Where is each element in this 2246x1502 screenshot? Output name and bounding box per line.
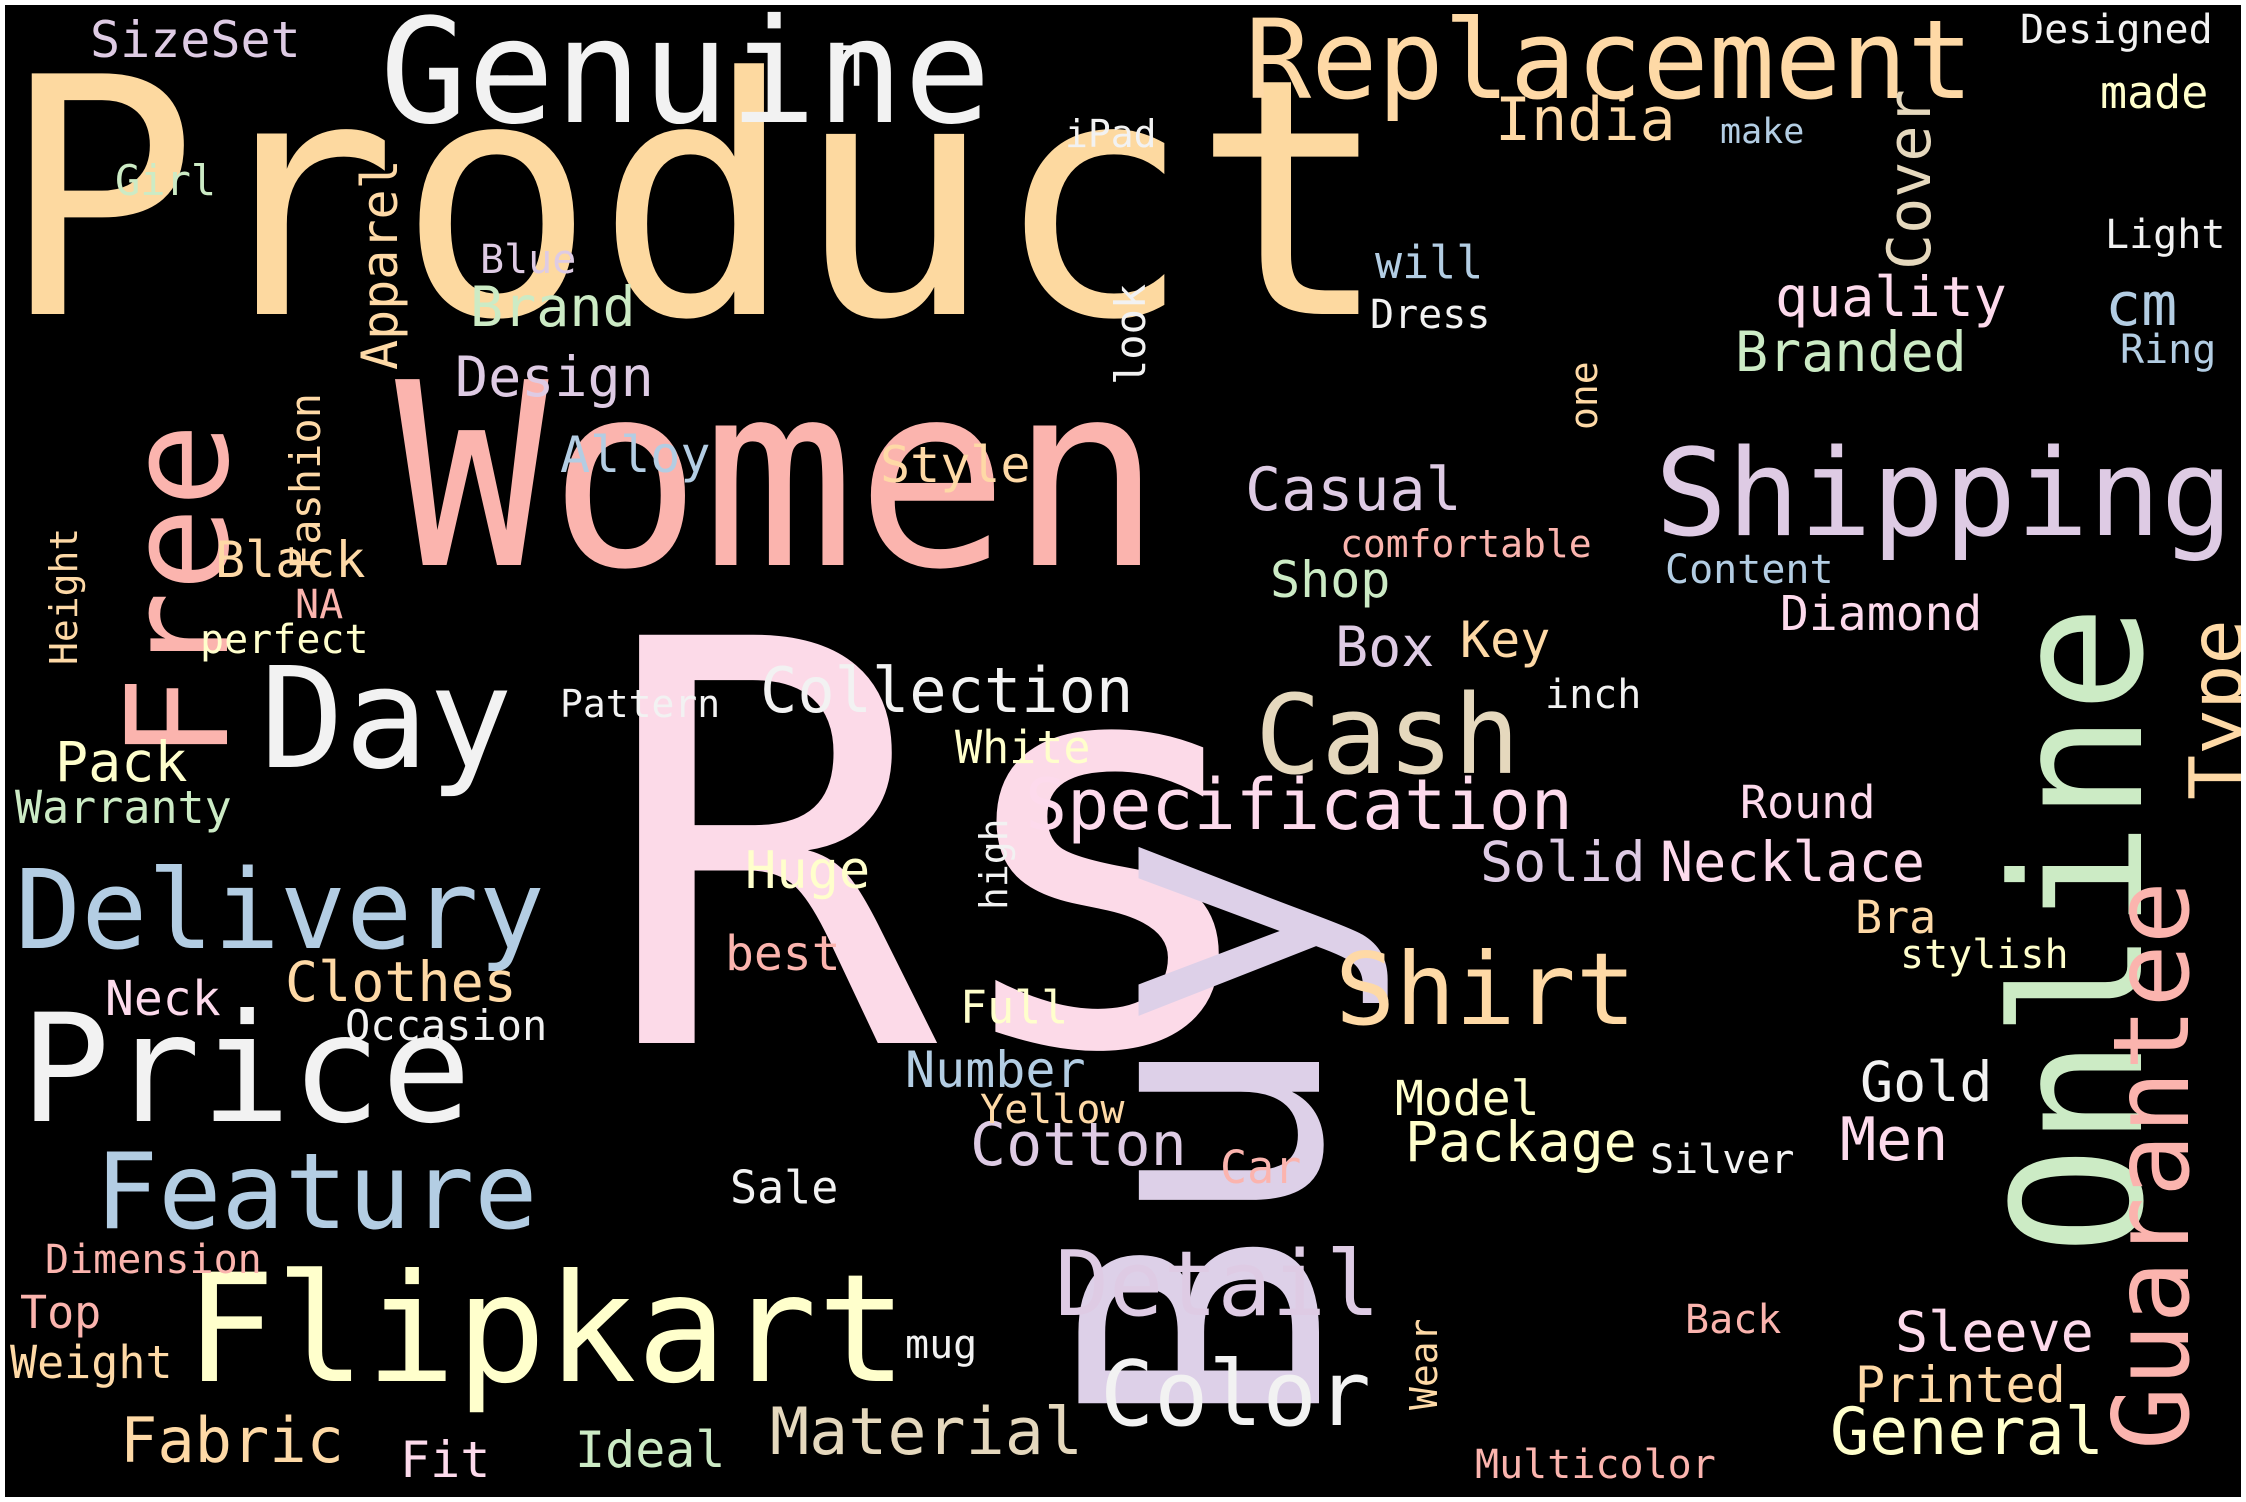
word-price: Price xyxy=(20,983,472,1157)
word-apparel: Apparel xyxy=(351,159,409,370)
word-diamond: Diamond xyxy=(1780,586,1983,642)
word-sizeset: SizeSet xyxy=(90,11,301,69)
word-cotton: Cotton xyxy=(970,1110,1187,1180)
word-sale: Sale xyxy=(730,1161,839,1214)
word-shipping: Shipping xyxy=(1655,425,2233,564)
word-occasion: Occasion xyxy=(345,1001,548,1050)
word-day: Day xyxy=(260,638,513,801)
word-printed: Printed xyxy=(1855,1356,2066,1414)
word-multicolor: Multicolor xyxy=(1475,1442,1716,1488)
word-one: one xyxy=(1562,361,1606,430)
word-key: Key xyxy=(1460,611,1551,669)
word-genuine: Genuine xyxy=(380,5,992,157)
word-content: Content xyxy=(1665,547,1834,593)
word-feature: Feature xyxy=(95,1131,538,1253)
word-mug: mug xyxy=(905,1322,978,1368)
word-girl: Girl xyxy=(115,156,217,205)
word-solid: Solid xyxy=(1480,830,1646,894)
word-alloy: Alloy xyxy=(560,426,711,484)
word-designed: Designed xyxy=(2020,7,2213,53)
word-women: Women xyxy=(395,329,1163,626)
word-black: Black xyxy=(215,531,366,589)
word-top: Top xyxy=(20,1286,102,1339)
word-blue: Blue xyxy=(480,237,577,283)
word-gold: Gold xyxy=(1860,1050,1993,1114)
word-model: Model xyxy=(1395,1071,1540,1127)
word-stylish: stylish xyxy=(1900,932,2069,978)
word-back: Back xyxy=(1685,1297,1782,1343)
word-full: Full xyxy=(960,981,1069,1034)
word-ideal: Ideal xyxy=(575,1421,726,1479)
word-men: Men xyxy=(1840,1105,1949,1175)
word-flipkart: Flipkart xyxy=(185,1243,908,1417)
word-ring: Ring xyxy=(2120,327,2217,373)
word-detail: Detail xyxy=(1055,1232,1381,1337)
word-best: best xyxy=(725,926,841,982)
word-general: General xyxy=(1830,1395,2104,1470)
word-clothes: Clothes xyxy=(285,950,517,1014)
word-make: make xyxy=(1720,112,1805,152)
word-white: White xyxy=(955,721,1091,774)
word-cm: cm xyxy=(2105,270,2178,340)
word-specification: Specification xyxy=(1025,764,1573,846)
word-type: Type xyxy=(2173,619,2241,800)
word-cloud-frame: Product Rs Buy Women Online Genuine Replacemen… xyxy=(5,5,2241,1497)
word-material: Material xyxy=(770,1395,1084,1470)
word-made: made xyxy=(2100,66,2209,119)
word-pattern: Pattern xyxy=(560,682,721,726)
word-fabric: Fabric xyxy=(120,1404,344,1477)
word-color: Color xyxy=(1100,1342,1371,1447)
word-style: Style xyxy=(880,436,1031,494)
word-huge: Huge xyxy=(745,841,871,901)
word-package: Package xyxy=(1405,1110,1637,1174)
word-silver: Silver xyxy=(1650,1137,1795,1183)
word-branded: Branded xyxy=(1735,320,1967,384)
word-dress: Dress xyxy=(1370,292,1491,338)
word-number: Number xyxy=(905,1041,1086,1099)
word-weight: Weight xyxy=(10,1336,173,1389)
word-fit: Fit xyxy=(400,1431,491,1489)
word-warranty: Warranty xyxy=(15,781,232,834)
word-collection: Collection xyxy=(760,654,1134,727)
word-high: high xyxy=(972,818,1016,910)
word-india: India xyxy=(1495,85,1676,155)
word-shop: Shop xyxy=(1270,551,1391,609)
word-fashion: Fashion xyxy=(281,392,330,570)
word-ipad: iPad xyxy=(1065,112,1157,156)
word-sleeve: Sleeve xyxy=(1895,1300,2094,1364)
word-height: Height xyxy=(42,527,86,665)
word-will: will xyxy=(1375,236,1484,289)
word-cash: Cash xyxy=(1255,671,1520,799)
word-brand: Brand xyxy=(470,275,636,339)
word-shirt: Shirt xyxy=(1335,931,1637,1048)
word-free: Free xyxy=(98,422,261,760)
word-quality: quality xyxy=(1775,265,2007,329)
word-box: Box xyxy=(1335,615,1435,679)
word-inch: inch xyxy=(1545,672,1642,718)
word-guarantee: Guarantee xyxy=(2091,881,2213,1450)
word-replacement: Replacement xyxy=(1245,5,1974,124)
word-necklace: Necklace xyxy=(1660,830,1925,894)
word-delivery: Delivery xyxy=(15,846,545,974)
word-rs: Rs xyxy=(600,524,1275,1176)
word-bra: Bra xyxy=(1855,891,1937,944)
word-round: Round xyxy=(1740,776,1876,829)
word-car: Car xyxy=(1220,1141,1302,1194)
word-product: Product xyxy=(5,8,1391,392)
word-casual: Casual xyxy=(1245,455,1462,525)
word-neck: Neck xyxy=(105,971,221,1027)
word-design: Design xyxy=(455,345,654,409)
word-wear: Wear xyxy=(1402,1318,1446,1410)
word-pack: Pack xyxy=(55,730,188,794)
word-yellow: Yellow xyxy=(980,1087,1125,1133)
word-light: Light xyxy=(2105,212,2226,258)
word-comfortable: comfortable xyxy=(1340,522,1592,566)
word-na: NA xyxy=(295,582,344,628)
word-cover: Cover xyxy=(1875,89,1945,270)
word-perfect: perfect xyxy=(200,617,369,663)
word-dimension: Dimension xyxy=(45,1237,262,1283)
word-look: look xyxy=(1106,283,1155,385)
word-t: T xyxy=(840,35,874,99)
